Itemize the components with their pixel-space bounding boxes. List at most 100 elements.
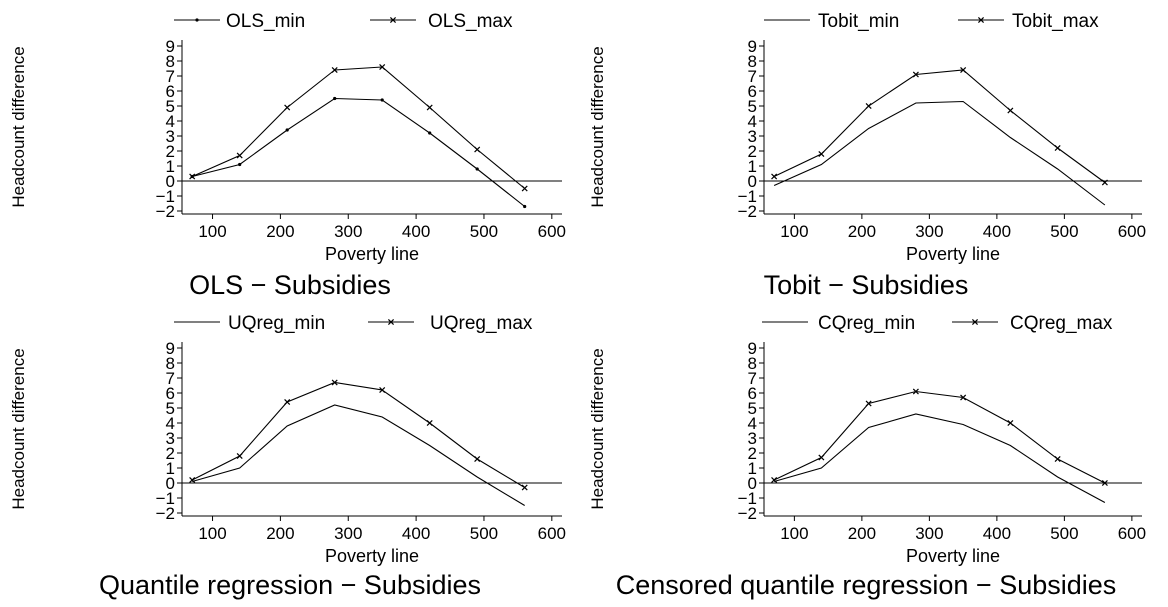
legend-label-UQreg_min: UQreg_min bbox=[228, 313, 325, 334]
data-point-OLS_max bbox=[521, 185, 528, 192]
data-point-UQreg_max bbox=[331, 379, 338, 386]
series-line-OLS_min bbox=[192, 97, 526, 207]
chart-title: Censored quantile regression − Subsidies bbox=[616, 570, 1117, 600]
data-point-Tobit_max bbox=[818, 150, 825, 158]
data-point-OLS_min bbox=[238, 162, 242, 167]
y-tick-label: 7 bbox=[748, 67, 757, 86]
x-tick-label: 500 bbox=[1050, 524, 1078, 543]
y-tick-label: 2 bbox=[166, 142, 175, 161]
y-tick-label: 1 bbox=[166, 157, 175, 176]
data-point-OLS_max bbox=[331, 66, 338, 74]
data-point-CQreg_max bbox=[1054, 455, 1061, 463]
y-tick-label: 4 bbox=[166, 414, 175, 433]
y-tick-label: 1 bbox=[166, 459, 175, 478]
y-tick-label: 9 bbox=[166, 339, 175, 358]
legend-label-OLS_min: OLS_min bbox=[226, 11, 305, 32]
legend-label-UQreg_max: UQreg_max bbox=[430, 313, 533, 334]
legend-marker-UQreg_max bbox=[387, 318, 395, 326]
y-tick-label: −2 bbox=[738, 504, 757, 523]
y-tick-label: 7 bbox=[748, 369, 757, 388]
series-line-CQreg_min bbox=[773, 413, 1106, 503]
y-tick-label: −1 bbox=[156, 489, 175, 508]
x-tick-label: 300 bbox=[334, 524, 362, 543]
series-line-CQreg_max bbox=[773, 390, 1106, 484]
data-point-CQreg_max bbox=[1007, 419, 1014, 427]
data-point-CQreg_max bbox=[771, 476, 778, 484]
data-point-UQreg_max bbox=[426, 419, 433, 427]
legend-label-CQreg_max: CQreg_max bbox=[1010, 313, 1113, 334]
x-axis-title: Poverty line bbox=[325, 244, 419, 264]
x-tick-label: 200 bbox=[848, 222, 876, 241]
data-point-Tobit_max bbox=[960, 66, 967, 74]
legend-marker-OLS_max bbox=[389, 16, 397, 24]
x-tick-label: 500 bbox=[470, 524, 498, 543]
y-tick-label: 3 bbox=[166, 127, 175, 146]
legend-marker-CQreg_max bbox=[971, 318, 979, 326]
data-point-UQreg_max bbox=[284, 398, 291, 406]
y-tick-label: 2 bbox=[166, 444, 175, 463]
y-tick-label: 1 bbox=[748, 157, 757, 176]
series-line-Tobit_min bbox=[773, 100, 1106, 206]
chart-title: Quantile regression − Subsidies bbox=[99, 570, 481, 600]
x-tick-label: 300 bbox=[334, 222, 362, 241]
x-tick-label: 500 bbox=[470, 222, 498, 241]
y-tick-label: 0 bbox=[748, 172, 757, 191]
y-tick-label: 3 bbox=[748, 127, 757, 146]
y-tick-label: 0 bbox=[748, 474, 757, 493]
y-tick-label: 0 bbox=[166, 172, 175, 191]
x-axis-title: Poverty line bbox=[906, 244, 1000, 264]
x-tick-label: 400 bbox=[402, 222, 430, 241]
x-axis-title: Poverty line bbox=[906, 546, 1000, 566]
data-point-CQreg_max bbox=[1101, 479, 1108, 487]
y-tick-label: 4 bbox=[748, 112, 757, 131]
y-tick-label: −2 bbox=[156, 504, 175, 523]
x-tick-label: 600 bbox=[538, 524, 566, 543]
y-tick-label: −1 bbox=[738, 489, 757, 508]
x-tick-label: 400 bbox=[402, 524, 430, 543]
data-point-CQreg_max bbox=[912, 388, 919, 395]
y-tick-label: 9 bbox=[748, 37, 757, 56]
data-point-Tobit_max bbox=[912, 71, 919, 78]
data-point-OLS_max bbox=[284, 104, 291, 111]
data-point-Tobit_max bbox=[865, 102, 872, 110]
data-point-OLS_min bbox=[333, 96, 337, 101]
data-point-OLS_min bbox=[475, 167, 479, 171]
data-point-Tobit_max bbox=[1054, 144, 1061, 152]
y-tick-label: 6 bbox=[748, 384, 757, 403]
y-tick-label: 3 bbox=[166, 429, 175, 448]
data-point-UQreg_max bbox=[236, 452, 243, 460]
x-axis-title: Poverty line bbox=[325, 546, 419, 566]
y-tick-label: 3 bbox=[748, 429, 757, 448]
y-tick-label: 5 bbox=[166, 399, 175, 418]
legend-marker-OLS_min bbox=[195, 18, 199, 22]
data-point-Tobit_max bbox=[1007, 107, 1014, 114]
y-axis-title: Headcount difference bbox=[588, 46, 607, 207]
y-tick-label: −2 bbox=[738, 202, 757, 221]
x-tick-label: 600 bbox=[538, 222, 566, 241]
legend-label-OLS_max: OLS_max bbox=[428, 11, 513, 32]
x-tick-label: 200 bbox=[266, 524, 294, 543]
y-tick-label: −1 bbox=[156, 187, 175, 206]
data-point-OLS_min bbox=[523, 204, 527, 209]
legend-label-Tobit_max: Tobit_max bbox=[1012, 11, 1099, 32]
x-tick-label: 100 bbox=[780, 222, 808, 241]
y-tick-label: 6 bbox=[166, 384, 175, 403]
x-tick-label: 100 bbox=[198, 222, 226, 241]
data-point-UQreg_max bbox=[189, 476, 196, 484]
y-tick-label: 7 bbox=[166, 369, 175, 388]
y-tick-label: 9 bbox=[748, 339, 757, 358]
y-axis-title: Headcount difference bbox=[9, 46, 28, 207]
y-tick-label: 5 bbox=[166, 97, 175, 116]
data-point-CQreg_max bbox=[865, 400, 872, 407]
chart-title: OLS − Subsidies bbox=[189, 270, 391, 300]
legend-label-CQreg_min: CQreg_min bbox=[818, 313, 915, 334]
data-point-OLS_max bbox=[474, 146, 481, 153]
y-axis-title: Headcount difference bbox=[588, 348, 607, 509]
y-tick-label: −1 bbox=[738, 187, 757, 206]
series-line-UQreg_min bbox=[192, 404, 525, 506]
